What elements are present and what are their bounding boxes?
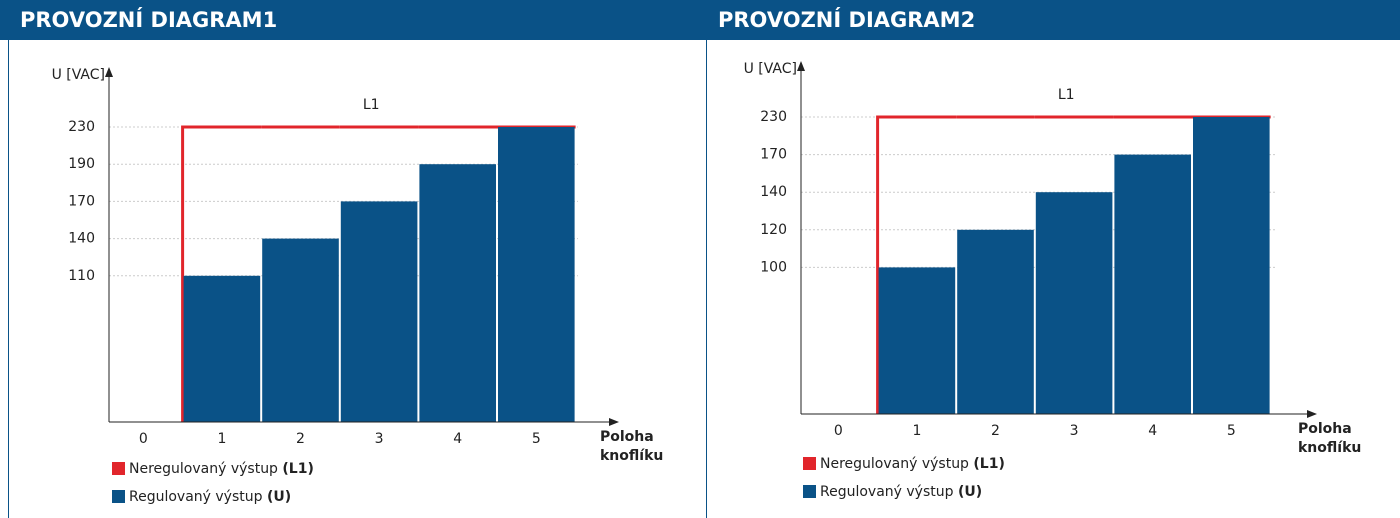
legend-label: Regulovaný výstup (U): [129, 489, 291, 505]
legend-name: Regulovaný výstup: [820, 484, 954, 500]
y-tick-label: 100: [760, 259, 787, 275]
x-axis-label: knoflíku: [1298, 440, 1361, 456]
legend-label: Regulovaný výstup (U): [820, 484, 982, 500]
panel-title: PROVOZNÍ DIAGRAM1: [20, 7, 277, 32]
legend-swatch: [803, 457, 816, 470]
x-tick-label: 5: [1227, 423, 1236, 439]
x-tick-label: 2: [296, 431, 305, 447]
bar: [1035, 192, 1113, 414]
y-tick-label: 230: [760, 109, 787, 125]
x-arrow: [609, 418, 619, 426]
x-tick-label: 3: [1070, 423, 1079, 439]
annotation: L1: [363, 97, 380, 113]
bar: [419, 164, 496, 422]
y-tick-label: 110: [68, 268, 95, 284]
legend-label: Neregulovaný výstup (L1): [129, 461, 314, 477]
x-axis-label: knoflíku: [600, 448, 663, 464]
bar: [262, 238, 339, 422]
legend-name: Neregulovaný výstup: [820, 456, 969, 472]
legend-swatch: [112, 462, 125, 475]
x-tick-label: 1: [912, 423, 921, 439]
legend-code: (U): [958, 484, 982, 500]
legend-name: Neregulovaný výstup: [129, 461, 278, 477]
y-axis-label: U [VAC]: [52, 67, 105, 83]
x-axis-label: Poloha: [600, 429, 654, 445]
x-tick-label: 4: [453, 431, 462, 447]
y-tick-label: 170: [68, 193, 95, 209]
legend-name: Regulovaný výstup: [129, 489, 263, 505]
bar: [1114, 154, 1191, 414]
legend-swatch: [112, 490, 125, 503]
legend-code: (L1): [282, 461, 313, 477]
y-arrow: [105, 67, 113, 77]
y-tick-label: 140: [760, 184, 787, 200]
x-tick-label: 4: [1148, 423, 1157, 439]
panel-title: PROVOZNÍ DIAGRAM2: [718, 7, 975, 32]
y-tick-label: 230: [68, 119, 95, 135]
bar: [498, 127, 575, 422]
y-tick-label: 120: [760, 222, 787, 238]
x-arrow: [1307, 410, 1317, 418]
header-bar: [0, 0, 1400, 40]
legend-code: (U): [267, 489, 291, 505]
x-tick-label: 5: [532, 431, 541, 447]
bar: [1193, 117, 1270, 414]
bar: [878, 267, 956, 414]
x-tick-label: 0: [834, 423, 843, 439]
y-tick-label: 170: [760, 147, 787, 163]
legend-code: (L1): [973, 456, 1004, 472]
x-axis-label: Poloha: [1298, 421, 1352, 437]
bar: [957, 229, 1034, 414]
bar: [340, 201, 418, 422]
y-axis-label: U [VAC]: [744, 61, 797, 77]
legend-label: Neregulovaný výstup (L1): [820, 456, 1005, 472]
y-tick-label: 140: [68, 231, 95, 247]
annotation: L1: [1058, 87, 1075, 103]
bar: [183, 275, 261, 422]
x-tick-label: 1: [217, 431, 226, 447]
x-tick-label: 2: [991, 423, 1000, 439]
y-arrow: [797, 61, 805, 71]
legend-swatch: [803, 485, 816, 498]
x-tick-label: 3: [375, 431, 384, 447]
y-tick-label: 190: [68, 156, 95, 172]
x-tick-label: 0: [139, 431, 148, 447]
